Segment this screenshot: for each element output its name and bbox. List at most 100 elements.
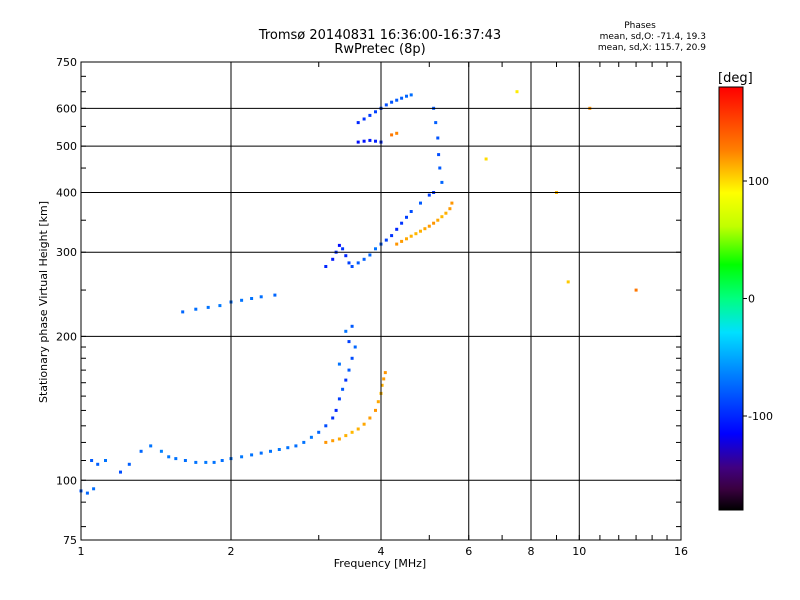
colorbar-tick-label: -100 xyxy=(748,410,773,423)
data-point-o xyxy=(85,491,89,495)
data-point-o xyxy=(273,293,277,297)
data-point-x xyxy=(383,371,387,375)
data-point-o xyxy=(181,310,185,314)
x-tick-label: 1 xyxy=(78,545,85,558)
x-tick-label: 10 xyxy=(572,545,586,558)
data-point-o xyxy=(344,378,348,382)
data-point-o xyxy=(400,221,404,225)
data-point-o xyxy=(362,139,366,143)
data-point-o xyxy=(368,253,372,257)
data-point-o xyxy=(317,430,321,434)
y-tick-label: 200 xyxy=(56,330,77,343)
data-point-o xyxy=(434,121,438,125)
data-point-o xyxy=(350,265,354,268)
data-point-o xyxy=(194,460,198,464)
data-point-x xyxy=(566,280,570,284)
colorbar-ticks: 100 0 -100 xyxy=(743,175,773,423)
x-tick-label: 16 xyxy=(674,545,688,558)
data-point-o xyxy=(127,462,131,466)
data-point-o xyxy=(400,96,404,100)
data-point-o xyxy=(362,257,366,261)
data-point-o xyxy=(259,451,263,455)
data-point-o xyxy=(347,340,351,344)
y-tick-label: 300 xyxy=(56,246,77,259)
data-point-x xyxy=(448,207,452,211)
data-point-o xyxy=(374,247,377,251)
x-tick-label: 8 xyxy=(528,545,535,558)
data-point-o xyxy=(390,234,394,238)
data-point-o xyxy=(302,440,306,444)
data-point-o xyxy=(119,470,122,474)
data-point-x xyxy=(380,383,384,387)
colorbar-tick-label: 100 xyxy=(748,175,769,188)
colorbar xyxy=(718,86,744,511)
data-point-o xyxy=(409,210,413,213)
y-axis-title: Stationary phase Virtual Height [km] xyxy=(37,201,50,403)
y-tick-label: 500 xyxy=(56,140,77,153)
chart-title: Tromsø 20140831 16:36:00-16:37:43 xyxy=(258,28,502,43)
data-point-o xyxy=(395,227,399,231)
data-point-o xyxy=(259,295,263,299)
data-point-x xyxy=(405,237,408,241)
data-point-o xyxy=(294,444,298,448)
data-point-o xyxy=(204,460,208,464)
x-tick-label: 2 xyxy=(228,545,235,558)
data-point-o xyxy=(334,408,338,412)
data-point-o xyxy=(331,416,335,420)
data-point-o xyxy=(183,459,187,462)
data-point-x xyxy=(376,400,380,404)
data-point-x xyxy=(337,437,341,441)
x-tick-label: 4 xyxy=(378,545,385,558)
data-point-o xyxy=(353,345,357,349)
phase-x-stats: mean, sd,X: 115.7, 20.9 xyxy=(597,43,706,53)
data-point-o xyxy=(337,362,341,366)
data-point-x xyxy=(419,229,422,233)
y-tick-label: 75 xyxy=(63,534,77,547)
data-point-o xyxy=(104,459,107,462)
data-point-o xyxy=(350,324,354,328)
data-point-o xyxy=(350,356,354,360)
data-point-x xyxy=(324,440,328,444)
data-point-x xyxy=(450,201,454,205)
data-point-o xyxy=(250,453,254,457)
data-point-o xyxy=(139,449,143,453)
data-point-o xyxy=(356,121,360,125)
data-point-o xyxy=(92,487,96,491)
data-point-o xyxy=(90,459,94,462)
data-point-o xyxy=(409,93,413,97)
data-point-x xyxy=(344,434,348,438)
data-point-o xyxy=(269,449,272,453)
data-point-x xyxy=(395,242,399,246)
data-point-x xyxy=(374,408,377,412)
phases-title: Phases xyxy=(624,21,656,31)
data-point-o xyxy=(149,444,153,448)
data-point-o xyxy=(436,136,440,140)
data-point-o xyxy=(341,387,345,391)
data-point-o xyxy=(344,329,348,333)
data-point-o xyxy=(309,435,313,439)
data-point-x xyxy=(409,234,413,238)
data-point-o xyxy=(374,139,377,143)
data-point-o xyxy=(341,247,345,251)
data-point-x xyxy=(423,227,427,231)
data-point-o xyxy=(419,201,422,205)
y-tick-label: 750 xyxy=(56,56,77,69)
data-point-o xyxy=(384,238,388,242)
data-point-x xyxy=(484,157,488,161)
data-point-o xyxy=(427,193,431,197)
data-point-o xyxy=(368,138,372,142)
data-point-o xyxy=(220,459,224,462)
data-point-o xyxy=(250,297,254,300)
axes: 1 2 4 6 8 10 16 75 100 200 300 400 500 600 750 xyxy=(56,56,688,558)
data-point-o xyxy=(194,307,198,311)
data-point-x xyxy=(362,422,366,426)
y-tick-label: 100 xyxy=(56,474,77,487)
data-point-x xyxy=(515,90,519,94)
data-point-x xyxy=(414,232,418,236)
data-point-o xyxy=(277,448,281,451)
data-point-o xyxy=(347,261,351,265)
data-point-x xyxy=(436,218,440,222)
y-tick-label: 400 xyxy=(56,186,77,199)
data-point-x xyxy=(432,221,436,225)
